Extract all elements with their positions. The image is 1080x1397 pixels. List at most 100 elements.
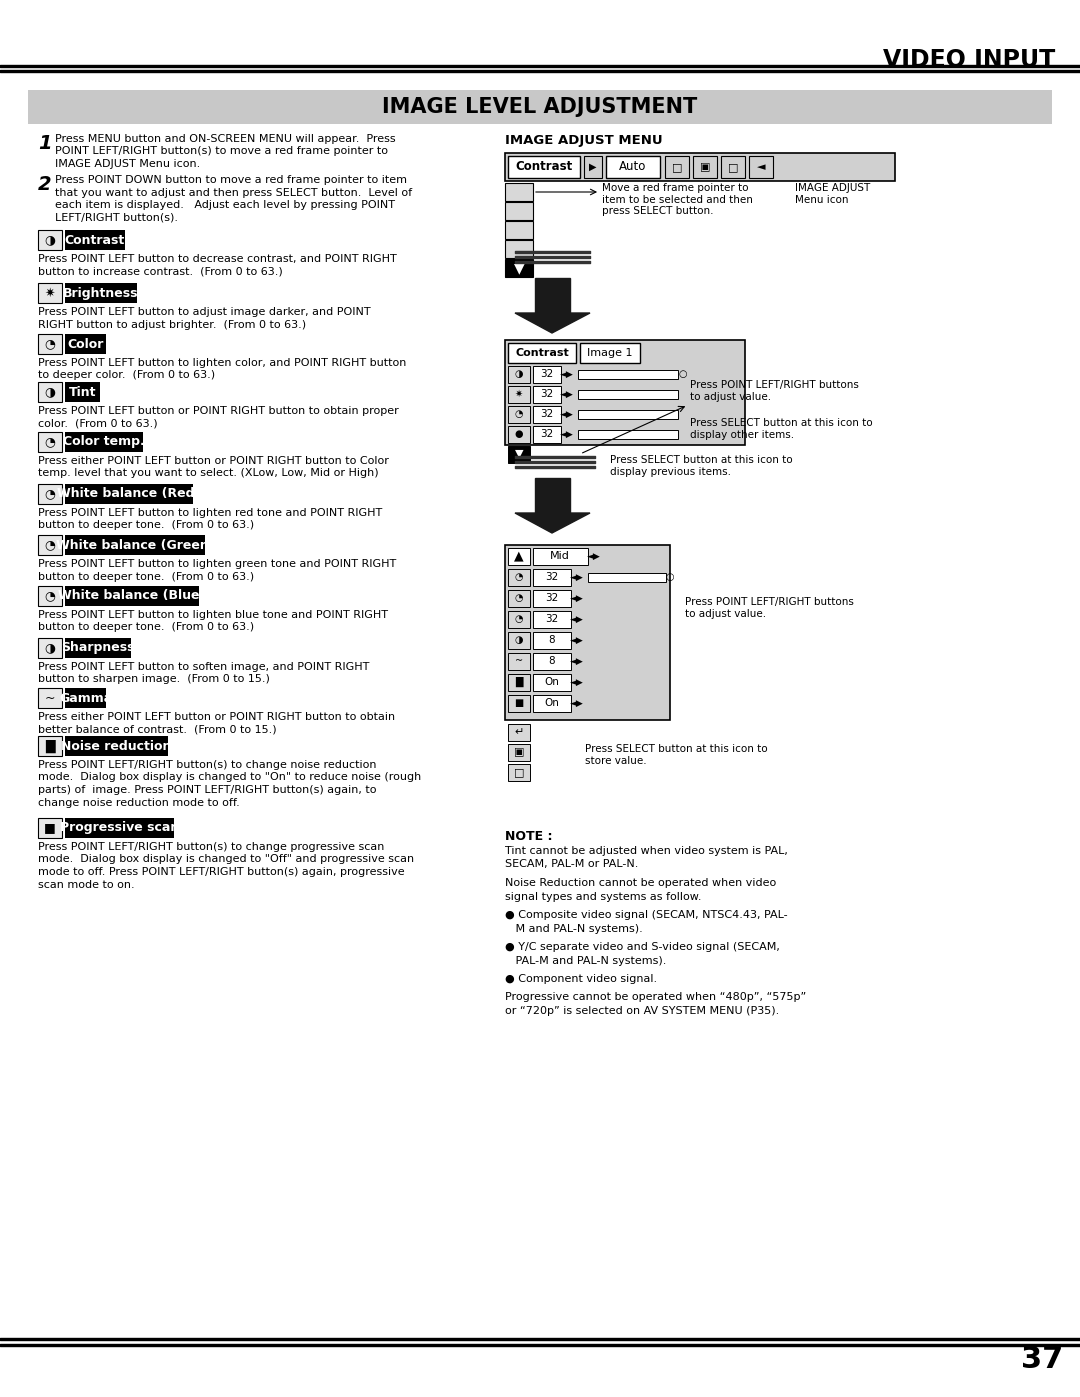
Bar — [534, 652, 571, 671]
Bar — [508, 156, 580, 177]
Bar — [38, 432, 62, 453]
Text: button to deeper tone.  (From 0 to 63.): button to deeper tone. (From 0 to 63.) — [38, 623, 254, 633]
Text: color.  (From 0 to 63.): color. (From 0 to 63.) — [38, 419, 158, 429]
Text: White balance (Red): White balance (Red) — [57, 488, 201, 500]
Text: ● Composite video signal (SECAM, NTSC4.43, PAL-: ● Composite video signal (SECAM, NTSC4.4… — [505, 909, 787, 921]
Bar — [65, 483, 193, 504]
Bar — [38, 687, 62, 708]
Bar — [508, 694, 530, 712]
Text: ◑: ◑ — [44, 641, 55, 655]
Text: ✷: ✷ — [44, 286, 55, 299]
Text: Press POINT LEFT button to lighten green tone and POINT RIGHT: Press POINT LEFT button to lighten green… — [38, 559, 396, 569]
Text: mode.  Dialog box display is changed to "On" to reduce noise (rough: mode. Dialog box display is changed to "… — [38, 773, 421, 782]
Bar — [505, 154, 895, 182]
Bar — [38, 334, 62, 353]
Text: Color temp.: Color temp. — [64, 436, 145, 448]
Text: ◔: ◔ — [515, 409, 523, 419]
Text: Press POINT LEFT/RIGHT buttons
to adjust value.: Press POINT LEFT/RIGHT buttons to adjust… — [690, 380, 859, 401]
Text: ◑: ◑ — [515, 636, 523, 645]
Text: mode to off. Press POINT LEFT/RIGHT button(s) again, progressive: mode to off. Press POINT LEFT/RIGHT butt… — [38, 868, 405, 877]
Bar — [65, 284, 137, 303]
Text: ↵: ↵ — [514, 726, 524, 738]
Polygon shape — [535, 278, 570, 313]
Text: Color: Color — [67, 338, 104, 351]
Text: button to sharpen image.  (From 0 to 15.): button to sharpen image. (From 0 to 15.) — [38, 675, 270, 685]
Bar — [505, 203, 534, 219]
Bar — [588, 573, 666, 583]
Text: parts) of  image. Press POINT LEFT/RIGHT button(s) again, to: parts) of image. Press POINT LEFT/RIGHT … — [38, 785, 377, 795]
Bar — [505, 221, 534, 239]
Bar — [508, 569, 530, 585]
Text: ◄▶: ◄▶ — [570, 657, 584, 665]
Bar — [505, 240, 534, 258]
Polygon shape — [515, 513, 590, 534]
Text: Noise reduction: Noise reduction — [62, 739, 172, 753]
Text: 8: 8 — [549, 657, 555, 666]
Bar — [534, 631, 571, 650]
Text: □: □ — [514, 767, 524, 777]
Text: each item is displayed.   Adjust each level by pressing POINT: each item is displayed. Adjust each leve… — [55, 200, 395, 210]
Bar — [505, 258, 534, 277]
Text: Image 1: Image 1 — [588, 348, 633, 358]
Text: Press POINT DOWN button to move a red frame pointer to item: Press POINT DOWN button to move a red fr… — [55, 175, 407, 184]
Text: Contrast: Contrast — [515, 348, 569, 358]
Text: □: □ — [728, 162, 739, 172]
Text: ◄: ◄ — [757, 162, 766, 172]
Text: Press POINT LEFT button to soften image, and POINT RIGHT: Press POINT LEFT button to soften image,… — [38, 662, 369, 672]
Text: SECAM, PAL-M or PAL-N.: SECAM, PAL-M or PAL-N. — [505, 859, 638, 869]
Text: mode.  Dialog box display is changed to "Off" and progressive scan: mode. Dialog box display is changed to "… — [38, 855, 414, 865]
Text: █: █ — [515, 678, 523, 687]
Text: Contrast: Contrast — [515, 161, 572, 173]
Text: 8: 8 — [549, 636, 555, 645]
Bar — [534, 673, 571, 692]
Bar — [508, 590, 530, 608]
Bar — [721, 156, 745, 177]
Text: ◄▶: ◄▶ — [561, 369, 573, 379]
Polygon shape — [515, 313, 590, 332]
Text: ~: ~ — [44, 692, 55, 704]
Text: On: On — [544, 678, 559, 687]
Bar — [665, 156, 689, 177]
Bar — [578, 409, 678, 419]
Text: ▣: ▣ — [700, 162, 711, 172]
Text: ◄▶: ◄▶ — [561, 409, 573, 419]
Text: IMAGE LEVEL ADJUSTMENT: IMAGE LEVEL ADJUSTMENT — [382, 96, 698, 117]
Text: Press MENU button and ON-SCREEN MENU will appear.  Press: Press MENU button and ON-SCREEN MENU wil… — [55, 134, 395, 144]
Bar — [508, 631, 530, 650]
Bar — [38, 585, 62, 606]
Bar — [508, 446, 530, 462]
Bar — [38, 284, 62, 303]
Bar — [693, 156, 717, 177]
Bar — [38, 819, 62, 838]
Text: IMAGE ADJUST Menu icon.: IMAGE ADJUST Menu icon. — [55, 159, 200, 169]
Text: change noise reduction mode to off.: change noise reduction mode to off. — [38, 798, 240, 807]
Text: Gamma: Gamma — [59, 692, 112, 704]
Text: ▼: ▼ — [515, 448, 523, 460]
Bar — [508, 386, 530, 402]
Text: White balance (Blue): White balance (Blue) — [58, 590, 205, 602]
Text: LEFT/RIGHT button(s).: LEFT/RIGHT button(s). — [55, 212, 178, 222]
Bar — [508, 426, 530, 443]
Text: Press SELECT button at this icon to
display other items.: Press SELECT button at this icon to disp… — [690, 418, 873, 440]
Bar — [534, 590, 571, 608]
Text: button to increase contrast.  (From 0 to 63.): button to increase contrast. (From 0 to … — [38, 267, 283, 277]
Bar — [508, 673, 530, 692]
Text: POINT LEFT/RIGHT button(s) to move a red frame pointer to: POINT LEFT/RIGHT button(s) to move a red… — [55, 147, 388, 156]
Text: ◔: ◔ — [515, 571, 523, 583]
Bar — [588, 573, 643, 583]
Text: Noise Reduction cannot be operated when video: Noise Reduction cannot be operated when … — [505, 877, 777, 888]
Text: Press SELECT button at this icon to
store value.: Press SELECT button at this icon to stor… — [585, 745, 768, 766]
Text: Press SELECT button at this icon to
display previous items.: Press SELECT button at this icon to disp… — [610, 455, 793, 476]
Bar — [578, 370, 633, 379]
Text: ■: ■ — [44, 821, 56, 834]
Text: IMAGE ADJUST MENU: IMAGE ADJUST MENU — [505, 134, 663, 147]
Text: 32: 32 — [545, 615, 558, 624]
Text: ◄▶: ◄▶ — [570, 573, 584, 581]
Text: ◑: ◑ — [44, 233, 55, 246]
Text: PAL-M and PAL-N systems).: PAL-M and PAL-N systems). — [505, 956, 666, 965]
Text: ◔: ◔ — [44, 488, 55, 500]
Bar — [534, 569, 571, 585]
Bar — [65, 736, 168, 756]
Bar — [505, 545, 670, 719]
Bar — [578, 390, 678, 400]
